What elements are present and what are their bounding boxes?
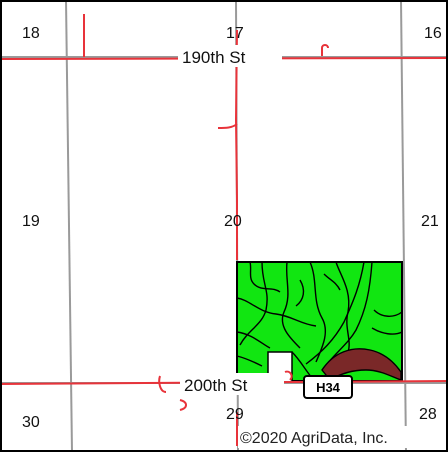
road-center-ns[interactable]	[234, 29, 238, 260]
road-label-north: 190th St	[178, 45, 282, 67]
copyright: ©2020 AgriData, Inc.	[238, 426, 446, 448]
section-number-16: 16	[424, 25, 442, 42]
section-number-30: 30	[22, 414, 40, 431]
section-number-29: 29	[226, 406, 244, 423]
road-bend-center[interactable]	[217, 123, 238, 129]
section-number-20: 20	[224, 213, 242, 230]
section-number-17: 17	[226, 25, 244, 42]
road-label-200th: 200th St	[184, 376, 248, 395]
section-numbers: 18 17 16 19 20 21 30 29 28	[22, 25, 442, 431]
road-curl-200-west[interactable]	[158, 375, 187, 411]
section-number-18: 18	[22, 25, 40, 42]
soil-boundaries	[236, 261, 403, 379]
route-shield-box	[303, 375, 353, 399]
section-number-19: 19	[22, 213, 40, 230]
section-line-west	[65, 0, 73, 452]
road-label-south: 200th St	[180, 373, 284, 395]
road-label-south-halo	[180, 373, 284, 395]
copyright-halo	[238, 426, 446, 448]
section-line-east	[400, 0, 407, 452]
road-curl-190[interactable]	[321, 44, 329, 56]
section-number-28: 28	[419, 406, 437, 423]
road-label-190th: 190th St	[182, 48, 246, 67]
road-curl-200-east[interactable]	[284, 370, 293, 381]
soil-dark-unit[interactable]	[321, 348, 402, 381]
field-boundary[interactable]	[236, 261, 403, 383]
copyright-text: ©2020 AgriData, Inc.	[240, 430, 388, 447]
section-number-21: 21	[421, 213, 439, 230]
route-shield[interactable]: H34	[303, 375, 353, 399]
road-label-north-halo	[178, 45, 282, 67]
route-shield-label: H34	[316, 380, 341, 395]
